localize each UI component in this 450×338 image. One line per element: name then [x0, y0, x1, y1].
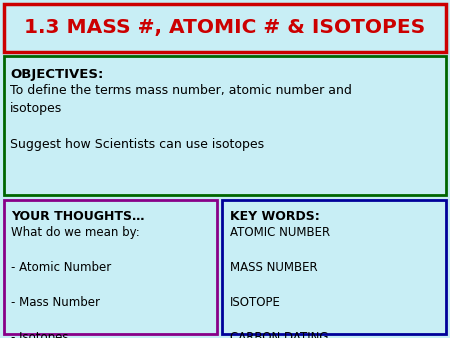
Bar	[4, 200, 217, 334]
Text: OBJECTIVES:: OBJECTIVES:	[10, 68, 104, 81]
Text: 1.3 MASS #, ATOMIC # & ISOTOPES: 1.3 MASS #, ATOMIC # & ISOTOPES	[24, 19, 426, 38]
Text: YOUR THOUGHTS…: YOUR THOUGHTS…	[11, 210, 144, 223]
Text: KEY WORDS:: KEY WORDS:	[230, 210, 320, 223]
Bar	[222, 200, 446, 334]
Text: What do we mean by:

- Atomic Number

- Mass Number

- Isotopes: What do we mean by: - Atomic Number - Ma…	[11, 226, 140, 338]
Text: To define the terms mass number, atomic number and
isotopes

Suggest how Scienti: To define the terms mass number, atomic …	[10, 84, 352, 151]
Bar	[4, 56, 446, 195]
Text: ATOMIC NUMBER

MASS NUMBER

ISOTOPE

CARBON DATING: ATOMIC NUMBER MASS NUMBER ISOTOPE CARBON…	[230, 226, 330, 338]
Bar	[4, 4, 446, 52]
